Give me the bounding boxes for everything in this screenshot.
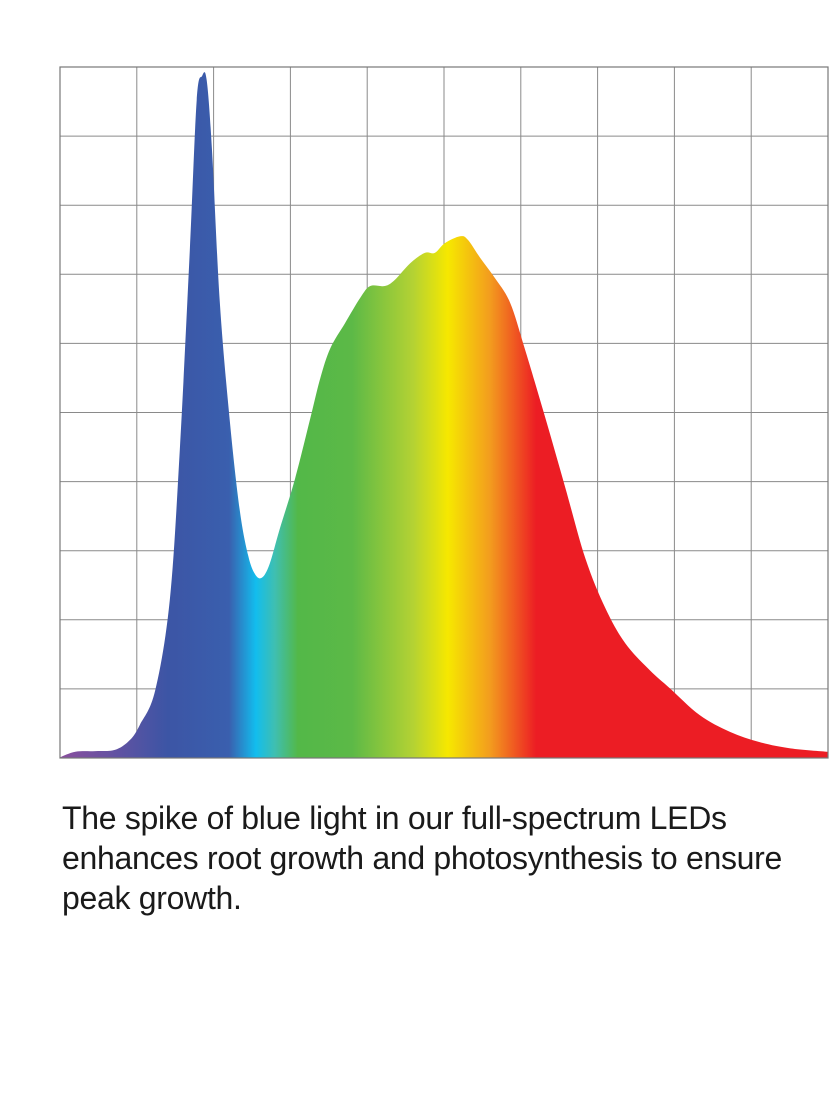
spectrum-chart [59, 66, 829, 759]
plot-frame [59, 66, 829, 759]
chart-caption: The spike of blue light in our full-spec… [62, 800, 783, 916]
spectrum-area [60, 72, 828, 758]
